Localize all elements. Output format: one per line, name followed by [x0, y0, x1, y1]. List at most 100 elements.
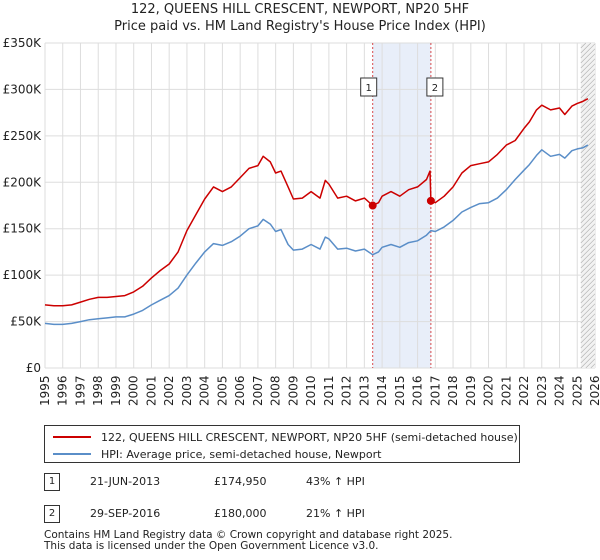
hatch-line	[580, 323, 596, 339]
hatch-line	[580, 168, 596, 184]
legend-label-property: 122, QUEENS HILL CRESCENT, NEWPORT, NP20…	[101, 430, 518, 444]
hatch-line	[580, 268, 596, 284]
x-tick-label: 2005	[215, 375, 229, 406]
hatch-line	[580, 313, 596, 329]
legend-swatch-property	[53, 436, 91, 438]
hatch-line	[580, 143, 596, 159]
hatch-line	[580, 193, 596, 209]
hatch-line	[580, 53, 596, 69]
hatch-line	[580, 258, 596, 274]
hatch-line	[580, 68, 596, 84]
hatch-line	[580, 158, 596, 174]
transaction-date: 29-SEP-2016	[90, 507, 161, 520]
legend-label-hpi: HPI: Average price, semi-detached house,…	[101, 447, 382, 461]
projection-hatch	[580, 42, 596, 369]
transaction-badge: 2	[44, 505, 60, 523]
hatch-line	[580, 303, 596, 319]
hatch-line	[580, 73, 596, 89]
series-lines	[44, 98, 589, 326]
hatch-line	[580, 103, 596, 119]
hatch-line	[580, 338, 596, 354]
footer: Contains HM Land Registry data © Crown c…	[44, 530, 452, 552]
property-price-line	[44, 98, 589, 307]
hatch-line	[580, 223, 596, 239]
x-tick-label: 2024	[553, 375, 567, 406]
x-tick-label: 1999	[109, 375, 123, 406]
hatch-line	[580, 63, 596, 79]
hpi-line	[44, 144, 589, 326]
transaction-label-box	[360, 77, 378, 97]
x-tick-label: 1995	[38, 375, 52, 406]
x-tick-label: 1997	[73, 375, 87, 406]
hatch-line	[580, 333, 596, 349]
x-tick-label: 1996	[56, 375, 70, 406]
hatch-line	[580, 48, 596, 64]
x-tick-label: 2000	[127, 375, 141, 406]
footer-licence: This data is licensed under the Open Gov…	[44, 540, 379, 552]
hatch-line	[580, 42, 587, 49]
hatch-line	[580, 163, 596, 179]
hatch-line	[580, 248, 596, 264]
legend-item-property: 122, QUEENS HILL CRESCENT, NEWPORT, NP20…	[53, 429, 518, 445]
hatch-line	[580, 208, 596, 224]
transaction-label: 1	[366, 83, 372, 94]
x-tick-label: 2026	[588, 375, 600, 406]
chart-title: 122, QUEENS HILL CRESCENT, NEWPORT, NP20…	[131, 2, 469, 17]
hatch-line	[580, 113, 596, 129]
hatch-line	[580, 348, 596, 364]
y-tick-label: £50K	[10, 315, 42, 329]
transaction-price: £174,950	[214, 475, 267, 488]
transaction-label-box	[426, 77, 444, 97]
footer-copyright: Contains HM Land Registry data © Crown c…	[44, 529, 453, 541]
hatch-line	[580, 198, 596, 214]
highlight-band-rect	[372, 43, 431, 368]
hatch-line	[580, 278, 596, 294]
y-tick-label: £300K	[3, 82, 43, 96]
hatch-line	[580, 203, 596, 219]
hatch-line	[580, 98, 596, 114]
transaction-badge: 1	[44, 473, 60, 491]
hatch-line	[580, 58, 596, 74]
y-tick-label: £250K	[3, 129, 43, 143]
x-tick-label: 2014	[375, 375, 389, 406]
price-chart: 122, QUEENS HILL CRESCENT, NEWPORT, NP20…	[3, 2, 600, 406]
legend: 122, QUEENS HILL CRESCENT, NEWPORT, NP20…	[44, 425, 520, 463]
hatch-line	[580, 253, 596, 269]
y-tick-label: £100K	[3, 268, 43, 282]
hatch-line	[580, 183, 596, 199]
hatch-line	[580, 273, 596, 289]
axis-labels: £0 £50K £100K £150K £200K £250K £300K £350K 1995…	[3, 36, 600, 406]
transaction-hpi: 43% ↑ HPI	[306, 475, 365, 488]
hatch-line	[580, 173, 596, 189]
hatch-line	[580, 233, 596, 249]
hatch-line	[580, 123, 596, 139]
x-tick-label: 1998	[91, 375, 105, 406]
hatch-line	[580, 43, 596, 59]
x-tick-label: 2018	[446, 375, 460, 406]
legend-swatch-hpi	[53, 453, 91, 455]
x-tick-label: 2007	[251, 375, 265, 406]
hatch-line	[580, 153, 596, 169]
y-tick-label: £350K	[3, 36, 43, 50]
x-tick-label: 2012	[340, 375, 354, 406]
x-tick-label: 2006	[233, 375, 247, 406]
hatch-line	[580, 343, 596, 359]
x-tick-label: 2025	[570, 375, 584, 406]
hatch-line	[580, 238, 596, 254]
x-tick-label: 2002	[162, 375, 176, 406]
transaction-date: 21-JUN-2013	[90, 475, 161, 488]
hatch-line	[580, 353, 596, 369]
transaction-point	[368, 201, 377, 210]
hatch-line	[580, 308, 596, 324]
x-tick-label: 2015	[393, 375, 407, 406]
legend-item-hpi: HPI: Average price, semi-detached house,…	[53, 446, 381, 462]
x-tick-label: 2004	[198, 375, 212, 406]
hatch-line	[580, 213, 596, 229]
hatch-line	[580, 243, 596, 259]
hatch-line	[580, 78, 596, 94]
x-tick-label: 2013	[357, 375, 371, 406]
x-tick-label: 2020	[482, 375, 496, 406]
x-tick-label: 2023	[535, 375, 549, 406]
transaction-point	[426, 196, 435, 205]
